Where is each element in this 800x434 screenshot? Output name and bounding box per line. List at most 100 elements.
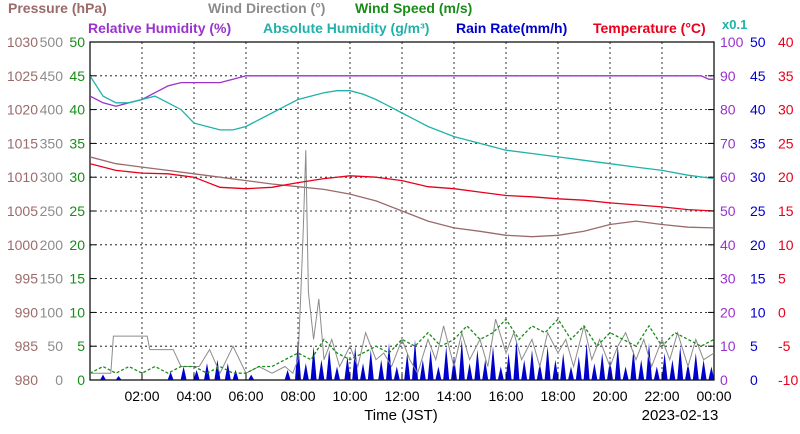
tick-label-wind_speed: 5: [77, 338, 85, 354]
rain-mark: [607, 359, 613, 380]
rain-mark: [513, 339, 520, 380]
tick-label-temp: 10: [778, 237, 794, 253]
tick-label-rain: 30: [750, 169, 766, 185]
rain-mark: [435, 366, 442, 380]
rain-mark: [318, 359, 325, 380]
rain-mark: [653, 366, 660, 380]
tick-label-temp: 15: [778, 203, 794, 219]
tick-label-rh: 70: [720, 135, 736, 151]
tick-label-temp: -10: [778, 372, 798, 388]
rain-mark: [614, 346, 621, 380]
rain-mark: [360, 363, 366, 380]
tick-label-wind_dir: 0: [55, 372, 63, 388]
tick-label-rh: 20: [720, 304, 736, 320]
tick-label-temp: 20: [778, 169, 794, 185]
rain-mark: [224, 363, 231, 380]
tick-label-rain: 35: [750, 135, 766, 151]
rain-mark: [490, 346, 496, 380]
series-lines: [90, 75, 714, 375]
rain-mark: [638, 359, 645, 380]
x-tick-label: 02:00: [124, 388, 159, 404]
rain-mark: [248, 374, 255, 380]
tick-label-rain: 15: [750, 271, 766, 287]
legend-temperature: Temperature (°C): [593, 20, 706, 36]
rain-mark: [575, 356, 582, 380]
tick-label-wind_dir: 350: [40, 135, 64, 151]
rain-mark: [677, 346, 684, 380]
date-label: 2023-02-13: [642, 407, 719, 424]
rain-mark: [568, 366, 574, 380]
tick-label-pressure: 990: [15, 304, 39, 320]
rain-mark: [326, 349, 333, 380]
rain-mark: [708, 366, 714, 380]
rain-mark: [302, 363, 309, 380]
tick-label-temp: 0: [778, 304, 786, 320]
rain-mark: [115, 375, 122, 380]
x-tick-label: 10:00: [332, 388, 367, 404]
x-tick-label: 00:00: [696, 388, 731, 404]
tick-label-rh: 50: [720, 203, 736, 219]
tick-label-rain: 50: [750, 34, 766, 50]
rain-mark: [661, 352, 668, 380]
x-axis-label: Time (JST): [364, 407, 438, 424]
tick-label-rh: 0: [720, 372, 728, 388]
rain-mark: [427, 349, 434, 380]
legend-absolute-humidity: Absolute Humidity (g/m³): [263, 20, 430, 36]
tick-label-pressure: 980: [15, 372, 39, 388]
rain-mark: [310, 346, 317, 380]
tick-label-wind_speed: 0: [77, 372, 85, 388]
rain-mark: [232, 369, 239, 380]
tick-label-rain: 10: [750, 304, 766, 320]
x-tick-label: 08:00: [280, 388, 315, 404]
rain-mark: [544, 346, 551, 380]
tick-label-rh: 60: [720, 169, 736, 185]
x-tick-label: 14:00: [436, 388, 471, 404]
rain-mark: [536, 363, 543, 380]
x-tick-label: 22:00: [644, 388, 679, 404]
rain-mark: [482, 359, 489, 380]
tick-label-rh: 40: [720, 237, 736, 253]
tick-label-wind_dir: 100: [40, 304, 64, 320]
rain-mark: [505, 352, 512, 380]
rain-mark: [334, 366, 340, 380]
tick-label-wind_dir: 450: [40, 68, 64, 84]
rain-mark: [474, 349, 481, 380]
rain-mark: [591, 363, 598, 380]
rain-mark: [669, 359, 676, 380]
tick-label-pressure: 1020: [7, 102, 38, 118]
tick-label-pressure: 985: [15, 338, 39, 354]
rain-mark: [419, 359, 426, 380]
tick-label-pressure: 1030: [7, 34, 38, 50]
rain-mark: [284, 369, 291, 380]
series-line-ah: [90, 75, 714, 180]
rain-mark: [204, 363, 210, 380]
rain-mark: [378, 359, 385, 380]
legend-ah-scale-note: x0.1: [722, 17, 748, 32]
rain-mark: [404, 352, 411, 380]
tick-label-rh: 100: [720, 34, 744, 50]
axes: 9809859909951000100510101015102010251030…: [7, 34, 799, 404]
tick-label-wind_dir: 300: [40, 169, 64, 185]
tick-label-wind_dir: 200: [40, 237, 64, 253]
rain-mark: [466, 363, 473, 380]
rain-mark: [451, 356, 457, 380]
rain-mark: [552, 359, 559, 380]
tick-label-rain: 25: [750, 203, 766, 219]
tick-label-rh: 90: [720, 68, 736, 84]
rain-mark: [646, 342, 652, 380]
tick-label-rh: 30: [720, 271, 736, 287]
rain-mark: [393, 366, 400, 380]
rain-mark: [599, 352, 606, 380]
legend-rain-rate: Rain Rate(mm/h): [456, 20, 568, 36]
tick-label-wind_speed: 10: [69, 304, 85, 320]
tick-label-pressure: 1025: [7, 68, 38, 84]
rain-mark: [497, 366, 504, 380]
tick-label-wind_dir: 250: [40, 203, 64, 219]
rain-mark: [443, 346, 450, 380]
tick-label-wind_speed: 20: [69, 237, 85, 253]
rain-mark: [458, 339, 465, 380]
x-tick-label: 04:00: [176, 388, 211, 404]
tick-label-rain: 5: [750, 338, 758, 354]
tick-label-temp: 25: [778, 135, 794, 151]
x-tick-label: 18:00: [540, 388, 575, 404]
